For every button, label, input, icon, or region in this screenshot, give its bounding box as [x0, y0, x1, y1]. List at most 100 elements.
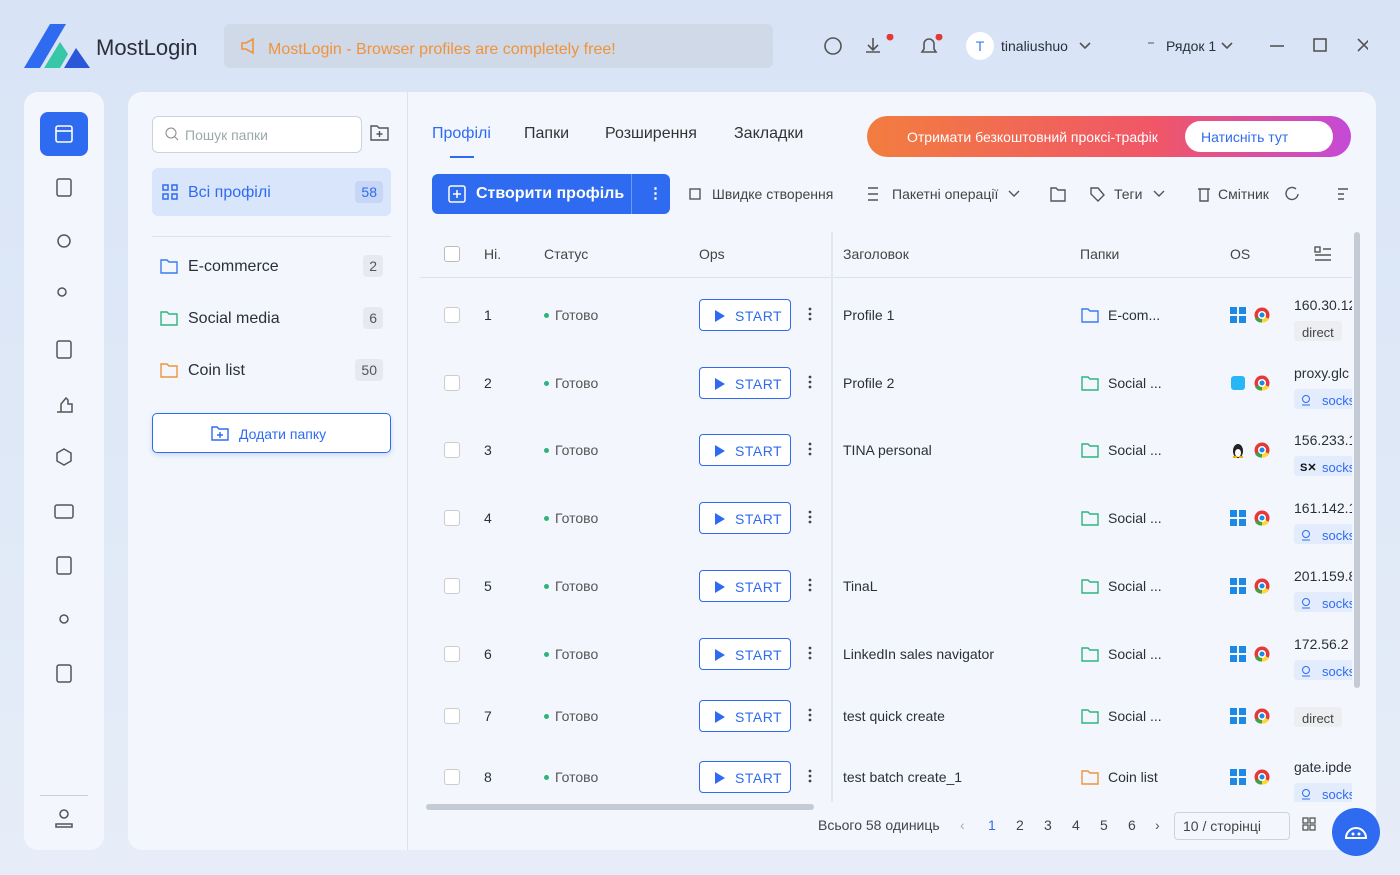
proxy-icon: [1300, 528, 1312, 545]
quick-create[interactable]: Швидке створення: [712, 186, 834, 202]
profile-title[interactable]: TinaL: [843, 578, 878, 594]
tab[interactable]: Профілі: [432, 125, 491, 142]
proxy-host: 161.142.1: [1294, 500, 1352, 516]
folder-icon: [160, 311, 178, 330]
row-checkbox[interactable]: [444, 769, 460, 785]
os-icon: [1230, 708, 1246, 728]
v-scrollbar[interactable]: [1354, 232, 1360, 688]
page-number[interactable]: 1: [988, 817, 996, 833]
profile-title[interactable]: LinkedIn sales navigator: [843, 646, 994, 662]
user-name[interactable]: tinaliushuo: [1001, 38, 1068, 54]
play-icon: [714, 710, 726, 727]
nav-account[interactable]: [54, 808, 74, 828]
promo-button[interactable]: Натисніть тут: [1185, 121, 1333, 152]
start-button[interactable]: START: [699, 299, 791, 331]
column-settings: [1314, 246, 1332, 266]
proxy-tag: direct: [1294, 707, 1342, 727]
tab[interactable]: Розширення: [605, 125, 697, 142]
tab[interactable]: Папки: [524, 125, 569, 142]
nav-icons[interactable]: [54, 178, 74, 778]
row-checkbox[interactable]: [444, 375, 460, 391]
folder-item[interactable]: Coin list 50: [152, 352, 391, 388]
next[interactable]: ›: [1155, 817, 1160, 833]
more-icon: [808, 307, 812, 325]
row-folder: Social ...: [1108, 510, 1162, 526]
create-profile-label: Створити профіль: [476, 185, 625, 202]
proxy-icon: [1300, 787, 1312, 802]
tabs: Профілі Папки Розширення Закладки: [432, 124, 852, 160]
status-dot: [544, 516, 549, 521]
status-dot: [544, 652, 549, 657]
browser-icon: [1254, 578, 1270, 598]
promo-banner[interactable]: Отримати безкоштовний проксі-трафік Нати…: [867, 116, 1351, 157]
row-checkbox[interactable]: [444, 578, 460, 594]
profile-title[interactable]: TINA personal: [843, 442, 932, 458]
start-button[interactable]: START: [699, 570, 791, 602]
add-folder-button[interactable]: Додати папку: [152, 413, 391, 453]
proxy-host: 172.56.2: [1294, 636, 1349, 652]
banner[interactable]: MostLogin - Browser profiles are complet…: [224, 24, 773, 68]
proxy-tag-label: direct: [1302, 711, 1334, 726]
start-label: START: [735, 511, 783, 527]
row-checkbox[interactable]: [444, 646, 460, 662]
start-button[interactable]: START: [699, 638, 791, 670]
new-folder[interactable]: [370, 124, 390, 142]
folder-item[interactable]: Social media 6: [152, 300, 391, 336]
row-checkbox[interactable]: [444, 708, 460, 724]
nav-profiles[interactable]: [40, 112, 88, 156]
page-size-label: 10 / сторінці: [1183, 818, 1262, 834]
os-icon: [1230, 646, 1246, 666]
column-header[interactable]: Заголовок: [843, 246, 909, 262]
tab[interactable]: Закладки: [734, 125, 804, 142]
folder-count: 50: [355, 359, 383, 381]
table-row: 8 Готово START test batch create_1 Coin list…: [420, 746, 1352, 802]
trash[interactable]: Смітник: [1218, 186, 1269, 202]
more-icon: [808, 510, 812, 528]
row-folder: Social ...: [1108, 442, 1162, 458]
page-number[interactable]: 5: [1100, 817, 1108, 833]
start-button[interactable]: START: [699, 502, 791, 534]
profile-title[interactable]: test quick create: [843, 708, 945, 724]
page-number[interactable]: 4: [1072, 817, 1080, 833]
column-header[interactable]: Папки: [1080, 246, 1120, 262]
row-checkbox[interactable]: [444, 442, 460, 458]
column-header[interactable]: Ні.: [484, 246, 502, 262]
tags[interactable]: Теги: [1114, 186, 1143, 202]
start-button[interactable]: START: [699, 434, 791, 466]
status: Готово: [555, 307, 599, 323]
proxy-tag: socks: [1294, 592, 1352, 612]
all-profiles[interactable]: Всі профілі 58: [152, 168, 391, 216]
proxy-tag-label: socks: [1322, 664, 1352, 679]
row-label[interactable]: Рядок 1: [1166, 38, 1217, 54]
profile-title[interactable]: test batch create_1: [843, 769, 963, 785]
folder-count: 6: [363, 307, 383, 329]
column-header[interactable]: OS: [1230, 246, 1251, 262]
table-row: 5 Готово START TinaL Social ... 201.159.8 sock…: [420, 555, 1352, 615]
row-checkbox[interactable]: [444, 307, 460, 323]
page-number[interactable]: 6: [1128, 817, 1136, 833]
browser-icon: [1254, 307, 1270, 327]
header-icons: [824, 34, 943, 55]
start-button[interactable]: START: [699, 700, 791, 732]
column-header[interactable]: Ops: [699, 246, 725, 262]
profile-title[interactable]: Profile 1: [843, 307, 895, 323]
page-size-select[interactable]: 10 / сторінці: [1174, 812, 1290, 840]
status: Готово: [555, 708, 599, 724]
column-header[interactable]: Статус: [544, 246, 589, 262]
prev[interactable]: ‹: [960, 817, 965, 833]
folder-item[interactable]: E-commerce 2: [152, 248, 391, 284]
start-button[interactable]: START: [699, 367, 791, 399]
row-checkbox[interactable]: [444, 510, 460, 526]
profile-title[interactable]: Profile 2: [843, 375, 895, 391]
support-button[interactable]: [1332, 808, 1380, 856]
h-scrollbar[interactable]: [426, 804, 814, 810]
batch-operations[interactable]: Пакетні операції: [892, 186, 999, 202]
start-button[interactable]: START: [699, 761, 791, 793]
proxy-host: 201.159.8: [1294, 568, 1352, 584]
header-checkbox[interactable]: [444, 246, 460, 262]
folder-search[interactable]: Пошук папки: [152, 116, 362, 153]
avatar[interactable]: T: [966, 32, 994, 60]
create-profile-button[interactable]: Створити профіль ⋮: [432, 174, 670, 214]
page-number[interactable]: 3: [1044, 817, 1052, 833]
page-number[interactable]: 2: [1016, 817, 1024, 833]
